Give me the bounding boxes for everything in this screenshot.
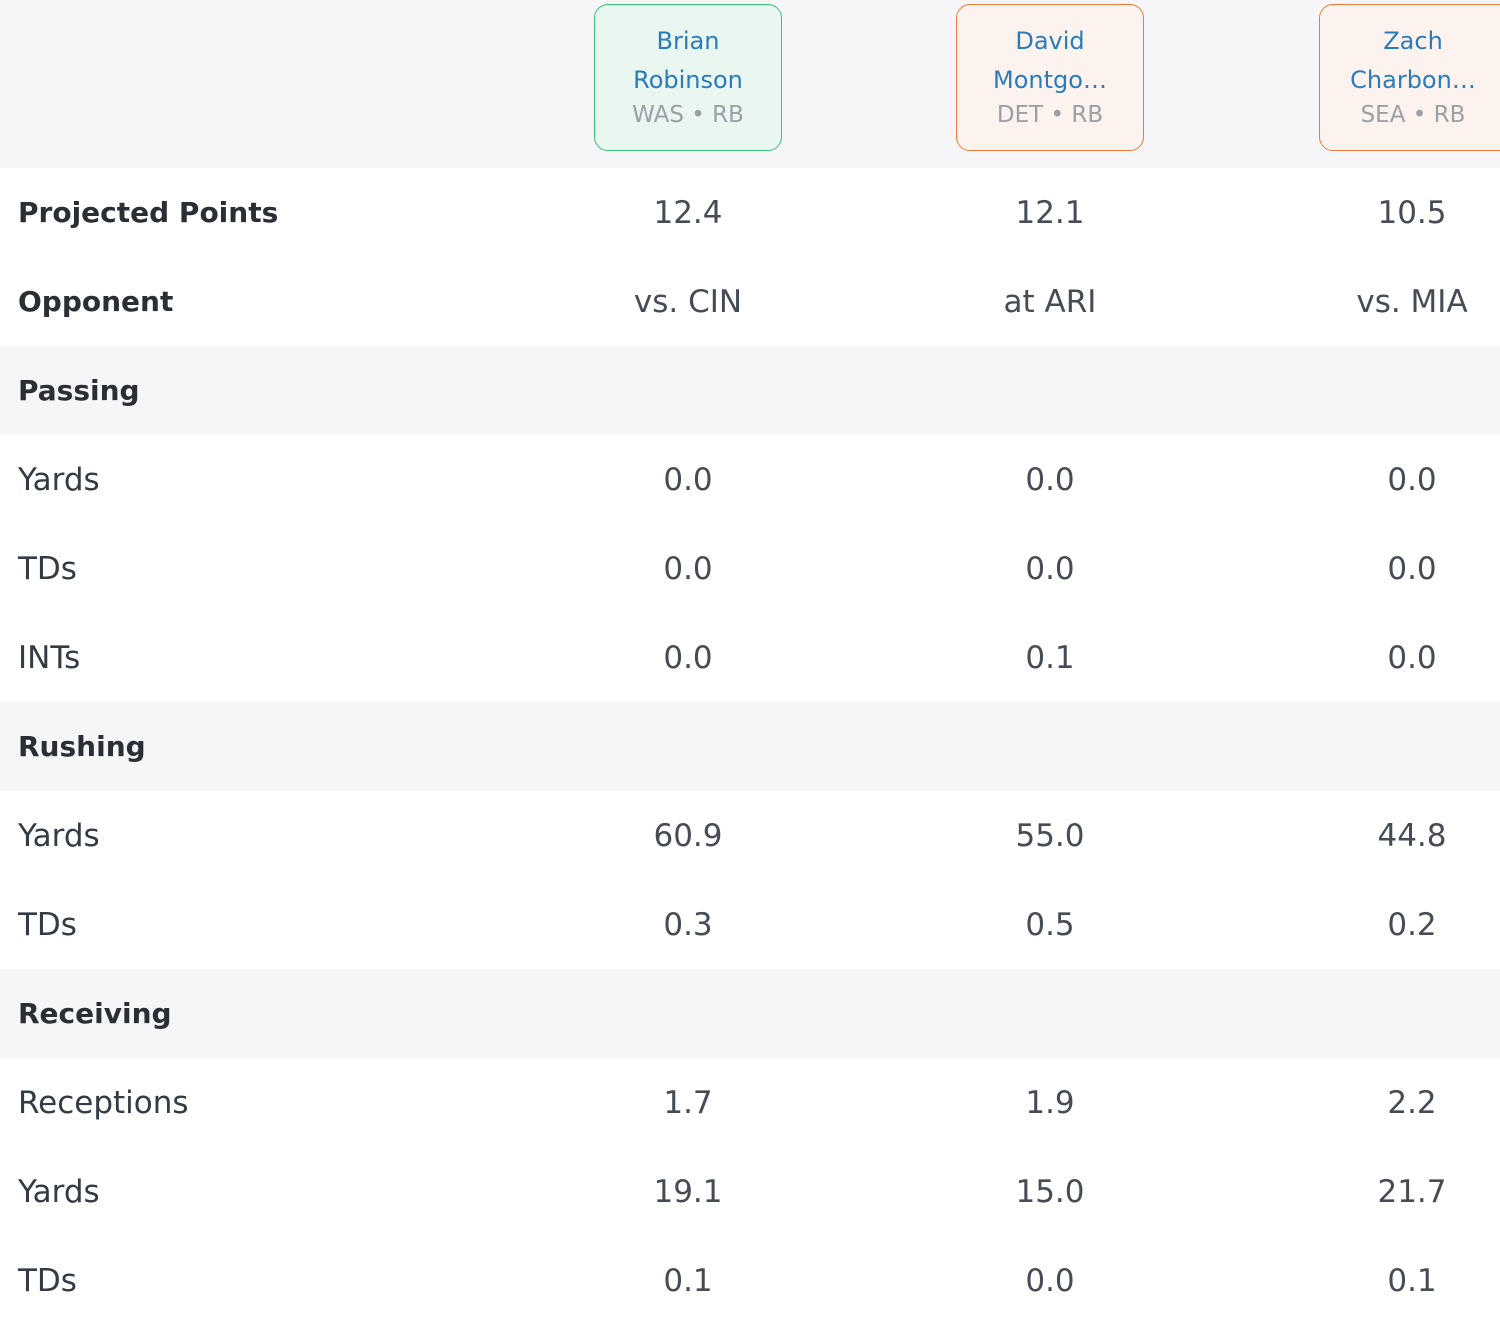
stat-value: 0.0 <box>663 461 713 498</box>
stat-value: 0.0 <box>1387 639 1437 676</box>
player-name: Zach Charbon… <box>1350 27 1476 94</box>
section-title: Receiving <box>18 997 172 1030</box>
player-card-zach-charbonnet[interactable]: Zach Charbon… SEA • RB <box>1319 4 1500 151</box>
row-label: Opponent <box>18 285 174 318</box>
section-header-passing: Passing <box>0 346 1500 435</box>
player-name: David Montgo… <box>993 27 1107 94</box>
stat-value: 0.5 <box>1025 906 1075 943</box>
stat-value: 0.1 <box>1025 639 1075 676</box>
stat-value: 0.1 <box>663 1262 713 1299</box>
row-label: TDs <box>18 906 77 943</box>
stat-value: vs. CIN <box>633 283 743 320</box>
stat-value: 44.8 <box>1377 817 1447 854</box>
row-label: INTs <box>18 639 81 676</box>
row-rushing-yards: Yards 60.9 55.0 44.8 <box>0 791 1500 880</box>
stat-value: 0.0 <box>1387 461 1437 498</box>
stat-value: 0.0 <box>663 550 713 587</box>
row-passing-yards: Yards 0.0 0.0 0.0 <box>0 435 1500 524</box>
row-passing-ints: INTs 0.0 0.1 0.0 <box>0 613 1500 702</box>
stat-value: 55.0 <box>1015 817 1085 854</box>
row-label: Yards <box>18 817 100 854</box>
stat-value: 1.7 <box>663 1084 713 1121</box>
section-title: Passing <box>18 374 140 407</box>
row-rushing-tds: TDs 0.3 0.5 0.2 <box>0 880 1500 969</box>
stat-value: 12.4 <box>653 194 723 231</box>
player-header-row: Brian Robinson WAS • RB David Montgo… DE… <box>0 0 1500 168</box>
stat-value: 1.9 <box>1025 1084 1075 1121</box>
player-team-position: SEA • RB <box>1360 102 1466 128</box>
player-team-position: WAS • RB <box>632 102 744 128</box>
stat-value: 0.0 <box>1025 461 1075 498</box>
stat-value: 0.0 <box>1025 1262 1075 1299</box>
row-label: Yards <box>18 1173 100 1210</box>
stat-value: 21.7 <box>1377 1173 1447 1210</box>
stat-value: 0.0 <box>663 639 713 676</box>
stat-value: 0.0 <box>1387 550 1437 587</box>
row-label: Projected Points <box>18 196 279 229</box>
section-title: Rushing <box>18 730 146 763</box>
stat-value: 2.2 <box>1387 1084 1437 1121</box>
player-card-brian-robinson[interactable]: Brian Robinson WAS • RB <box>594 4 782 151</box>
stat-value: 0.0 <box>1025 550 1075 587</box>
row-passing-tds: TDs 0.0 0.0 0.0 <box>0 524 1500 613</box>
stat-value: 60.9 <box>653 817 723 854</box>
player-team-position: DET • RB <box>996 102 1104 128</box>
row-label: Yards <box>18 461 100 498</box>
section-header-receiving: Receiving <box>0 969 1500 1058</box>
row-opponent: Opponent vs. CIN at ARI vs. MIA <box>0 257 1500 346</box>
row-label: Receptions <box>18 1084 189 1121</box>
player-name: Brian Robinson <box>633 27 743 94</box>
stat-value: at ARI <box>1003 283 1097 320</box>
stat-value: 19.1 <box>653 1173 723 1210</box>
player-card-david-montgomery[interactable]: David Montgo… DET • RB <box>956 4 1144 151</box>
stat-value: 15.0 <box>1015 1173 1085 1210</box>
row-label: TDs <box>18 1262 77 1299</box>
row-label: TDs <box>18 550 77 587</box>
stat-value: 10.5 <box>1377 194 1447 231</box>
row-receiving-tds: TDs 0.1 0.0 0.1 <box>0 1236 1500 1325</box>
section-header-rushing: Rushing <box>0 702 1500 791</box>
row-projected-points: Projected Points 12.4 12.1 10.5 <box>0 168 1500 257</box>
stat-value: 0.2 <box>1387 906 1437 943</box>
stat-value: 0.1 <box>1387 1262 1437 1299</box>
stat-value: 12.1 <box>1015 194 1085 231</box>
stat-value: vs. MIA <box>1356 283 1468 320</box>
stat-value: 0.3 <box>663 906 713 943</box>
row-receptions: Receptions 1.7 1.9 2.2 <box>0 1058 1500 1147</box>
row-receiving-yards: Yards 19.1 15.0 21.7 <box>0 1147 1500 1236</box>
